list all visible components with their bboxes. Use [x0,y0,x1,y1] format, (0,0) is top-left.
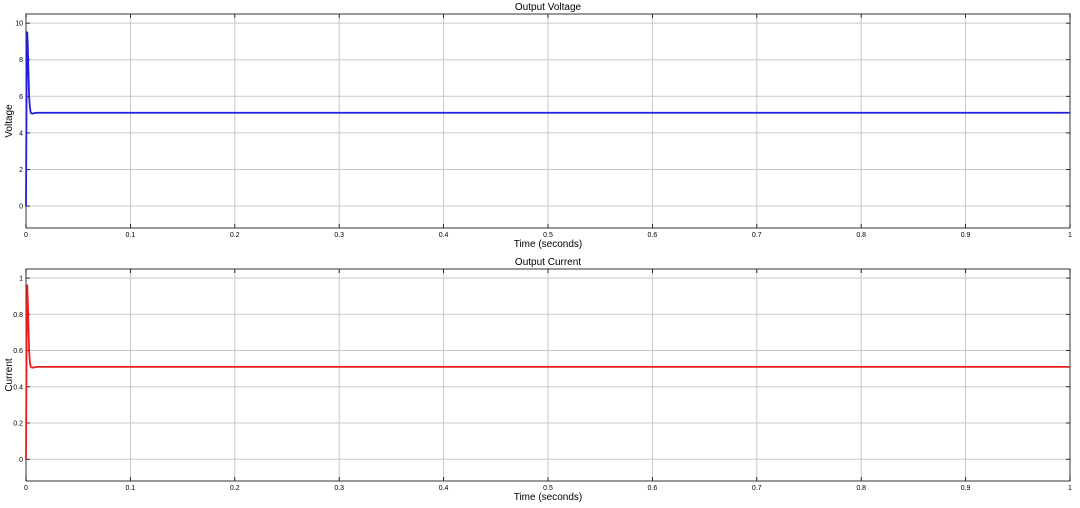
chart2-x-tick-label: 0.7 [752,485,762,492]
chart2-x-tick-label: 0.4 [439,485,449,492]
chart1-x-tick-label: 1 [1068,232,1072,239]
chart1-x-tick-label: 0.2 [230,232,240,239]
chart1-x-tick-label: 0.1 [126,232,136,239]
chart1-y-tick-label: 2 [19,167,23,174]
chart2-y-tick-label: 0.6 [13,348,23,355]
chart1-title: Output Voltage [515,2,582,13]
chart1-x-axis-label: Time (seconds) [514,239,583,250]
chart2-series-line [25,284,1070,460]
chart1-x-tick-label: 0.6 [648,232,658,239]
chart2-y-tick-label: 0.8 [13,312,23,319]
chart1-y-tick-label: 0 [19,204,23,211]
chart2-x-tick-label: 0.2 [230,485,240,492]
chart1-panel: 0 0.1 0.2 0.3 0.4 0.5 0.6 0.7 0.8 0.9 10246810Outp… [4,2,1072,250]
chart2-x-tick-label: 0.6 [648,485,658,492]
chart2-x-axis-label: Time (seconds) [514,492,583,503]
chart1-x-tick-label: 0.8 [856,232,866,239]
chart1-x-tick-label: 0.5 [543,232,553,239]
chart2-x-tick-label: 0.1 [126,485,136,492]
chart2-x-tick-label: 0.9 [961,485,971,492]
chart1-x-tick-label: 0.7 [752,232,762,239]
chart1-x-tick-label: 0.3 [334,232,344,239]
chart1-y-tick-label: 6 [19,94,23,101]
chart2-x-tick-label: 1 [1068,485,1072,492]
chart1-series-line [25,31,1070,207]
chart2-y-tick-label: 0.4 [13,384,23,391]
chart2-x-tick-label: 0 [24,485,28,492]
chart2-title: Output Current [515,257,581,268]
chart1-x-tick-label: 0.4 [439,232,449,239]
chart2-x-tick-label: 0.3 [334,485,344,492]
chart2-y-tick-label: 0.2 [13,421,23,428]
chart1-x-tick-label: 0.9 [961,232,971,239]
chart2-y-axis-label: Current [4,358,15,392]
chart2-panel: 0 0.1 0.2 0.3 0.4 0.5 0.6 0.7 0.8 0.9 1 0 0.2 0.4 0.6 0… [4,257,1072,503]
chart1-y-tick-label: 10 [15,21,23,28]
chart2-x-tick-label: 0.5 [543,485,553,492]
chart1-y-tick-label: 8 [19,57,23,64]
chart2-y-tick-label: 0 [19,457,23,464]
chart1-y-tick-label: 4 [19,130,23,137]
chart1-x-tick-label: 0 [24,232,28,239]
chart1-y-axis-label: Voltage [4,104,15,138]
chart2-x-tick-label: 0.8 [856,485,866,492]
chart2-y-tick-label: 1 [19,276,23,283]
